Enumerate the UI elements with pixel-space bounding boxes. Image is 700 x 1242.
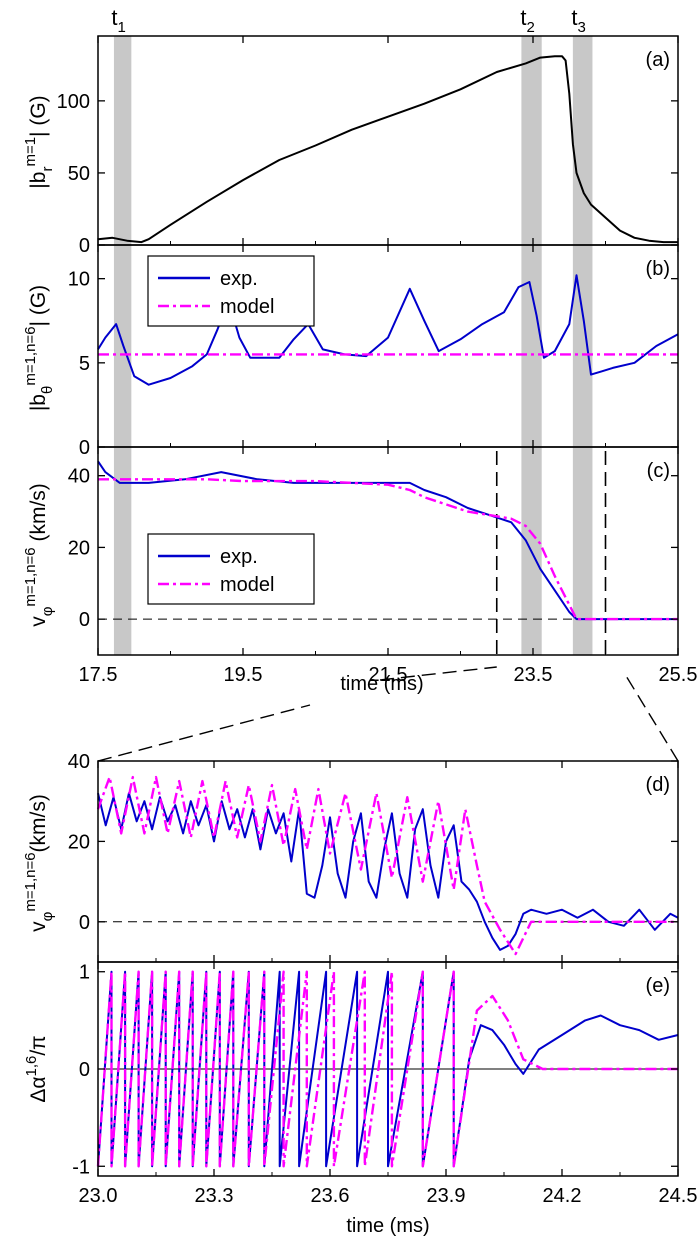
panel-label-e: (e) bbox=[646, 975, 670, 997]
ylabel-d: vφm=1,n=6(km/s) bbox=[22, 794, 56, 932]
ylabel-a: |brm=1| (G) bbox=[22, 95, 56, 188]
xtick-label: 23.5 bbox=[514, 664, 553, 686]
shaded-region-1 bbox=[113, 447, 132, 655]
shaded-region-3 bbox=[572, 447, 593, 655]
xtick-label: 17.5 bbox=[79, 664, 118, 686]
time-marker-t3: t3 bbox=[571, 5, 585, 36]
xtick-label: 21.5 bbox=[369, 664, 408, 686]
ylabel-c-part: φ bbox=[39, 606, 56, 616]
shaded-region-3 bbox=[572, 36, 593, 245]
ylabel-b: |bθm=1,n=6| (G) bbox=[22, 285, 56, 411]
time-marker-t1: t1 bbox=[111, 5, 125, 36]
xtick-label: 25.5 bbox=[659, 664, 698, 686]
legend-label-exp: exp. bbox=[220, 268, 258, 290]
ytick-label: 50 bbox=[68, 163, 90, 185]
series-d-exp bbox=[97, 792, 679, 951]
ytick-label: 10 bbox=[68, 269, 90, 291]
series-d-model bbox=[96, 775, 678, 956]
xtick-label: 23.0 bbox=[79, 1185, 118, 1207]
panel-label-d: (d) bbox=[646, 774, 670, 796]
panel-label-c: (c) bbox=[647, 460, 670, 482]
data-series bbox=[96, 55, 679, 1168]
ytick-label: 0 bbox=[79, 437, 90, 459]
legend-label-model: model bbox=[220, 296, 274, 318]
ytick-label: -1 bbox=[72, 1156, 90, 1178]
ylabel-d-part: φ bbox=[39, 911, 56, 921]
series-a-line bbox=[97, 55, 678, 244]
legend-label-model: model bbox=[220, 574, 274, 596]
xtick-label: 23.3 bbox=[195, 1185, 234, 1207]
panel-label-a: (a) bbox=[646, 49, 670, 71]
time-marker-sub: 3 bbox=[578, 19, 586, 36]
ylabel-e-text: Δα1,6/π bbox=[23, 1035, 50, 1102]
ylabel-b-part: | (G) bbox=[27, 285, 50, 327]
ylabel-d-text: vφm=1,n=6(km/s) bbox=[22, 794, 56, 932]
shaded-region-3 bbox=[572, 245, 593, 447]
ylabel-a-part: |b bbox=[27, 172, 50, 189]
ytick-label: 100 bbox=[57, 91, 90, 113]
ytick-label: 20 bbox=[68, 831, 90, 853]
ylabel-e: Δα1,6/π bbox=[23, 1035, 50, 1102]
ytick-label: 0 bbox=[79, 1059, 90, 1081]
panel-label-b: (b) bbox=[646, 258, 670, 280]
ytick-label: 1 bbox=[79, 962, 90, 984]
ylabel-d-part: (km/s) bbox=[27, 794, 50, 852]
shaded-region-1 bbox=[113, 36, 132, 245]
ylabel-a-text: |brm=1| (G) bbox=[22, 95, 56, 188]
ylabel-e-part: Δα bbox=[27, 1077, 50, 1103]
ytick-label: 0 bbox=[79, 235, 90, 257]
shaded-region-2 bbox=[521, 36, 542, 245]
ylabel-b-part: |b bbox=[27, 394, 50, 411]
ylabel-d-part: m=1,n=6 bbox=[22, 852, 39, 911]
ytick-label: 40 bbox=[68, 751, 90, 773]
ylabel-c: vφm=1,n=6 (km/s) bbox=[22, 483, 56, 627]
ylabel-e-part: /π bbox=[27, 1035, 50, 1055]
time-marker-letter: t bbox=[111, 5, 117, 30]
legend-box-b bbox=[147, 255, 315, 327]
legend-box-c bbox=[147, 533, 315, 605]
zoom-connectors bbox=[97, 666, 679, 762]
xtick-label: 24.2 bbox=[543, 1185, 582, 1207]
ytick-label: 0 bbox=[79, 912, 90, 934]
xaxis-title-top: time (ms) bbox=[340, 673, 423, 695]
series-c-model bbox=[98, 478, 678, 621]
ylabel-b-text: |bθm=1,n=6| (G) bbox=[22, 285, 56, 411]
series-e-model bbox=[96, 970, 678, 1168]
ylabel-e-part: 1,6 bbox=[23, 1056, 40, 1077]
ylabel-d-part: v bbox=[27, 921, 50, 932]
ylabel-a-part: | (G) bbox=[27, 95, 50, 137]
xtick-label: 19.5 bbox=[224, 664, 263, 686]
time-marker-letter: t bbox=[571, 5, 577, 30]
ylabel-c-part: m=1,n=6 bbox=[22, 547, 39, 606]
shaded-region-2 bbox=[521, 245, 542, 447]
xaxis-title-bottom: time (ms) bbox=[346, 1215, 429, 1237]
series-b-exp bbox=[97, 274, 679, 386]
ytick-label: 20 bbox=[68, 537, 90, 559]
ylabel-a-part: m=1 bbox=[22, 137, 39, 167]
ylabel-c-text: vφm=1,n=6 (km/s) bbox=[22, 483, 56, 627]
ylabel-c-part: v bbox=[27, 616, 50, 627]
ytick-label: 0 bbox=[79, 609, 90, 631]
ytick-label: 5 bbox=[79, 353, 90, 375]
legend-label-exp: exp. bbox=[220, 546, 258, 568]
xtick-label: 24.5 bbox=[659, 1185, 698, 1207]
time-marker-sub: 1 bbox=[118, 19, 126, 36]
legends: exp. model exp. model bbox=[147, 255, 315, 605]
ylabel-b-part: m=1,n=6 bbox=[22, 326, 39, 385]
ytick-label: 40 bbox=[68, 466, 90, 488]
time-marker-sub: 2 bbox=[526, 19, 534, 36]
zoom-connector-right bbox=[624, 674, 679, 762]
xtick-label: 23.9 bbox=[427, 1185, 466, 1207]
ylabel-a-part: r bbox=[39, 167, 56, 172]
zoom-connector-left bbox=[97, 704, 311, 762]
time-marker-letter: t bbox=[520, 5, 526, 30]
xtick-label: 23.6 bbox=[311, 1185, 350, 1207]
time-marker-t2: t2 bbox=[520, 5, 534, 36]
tick-marks bbox=[97, 36, 679, 1176]
ylabel-c-part: (km/s) bbox=[27, 483, 50, 547]
ylabel-b-part: θ bbox=[39, 386, 56, 394]
zoom-connector-left-upper bbox=[379, 666, 497, 681]
